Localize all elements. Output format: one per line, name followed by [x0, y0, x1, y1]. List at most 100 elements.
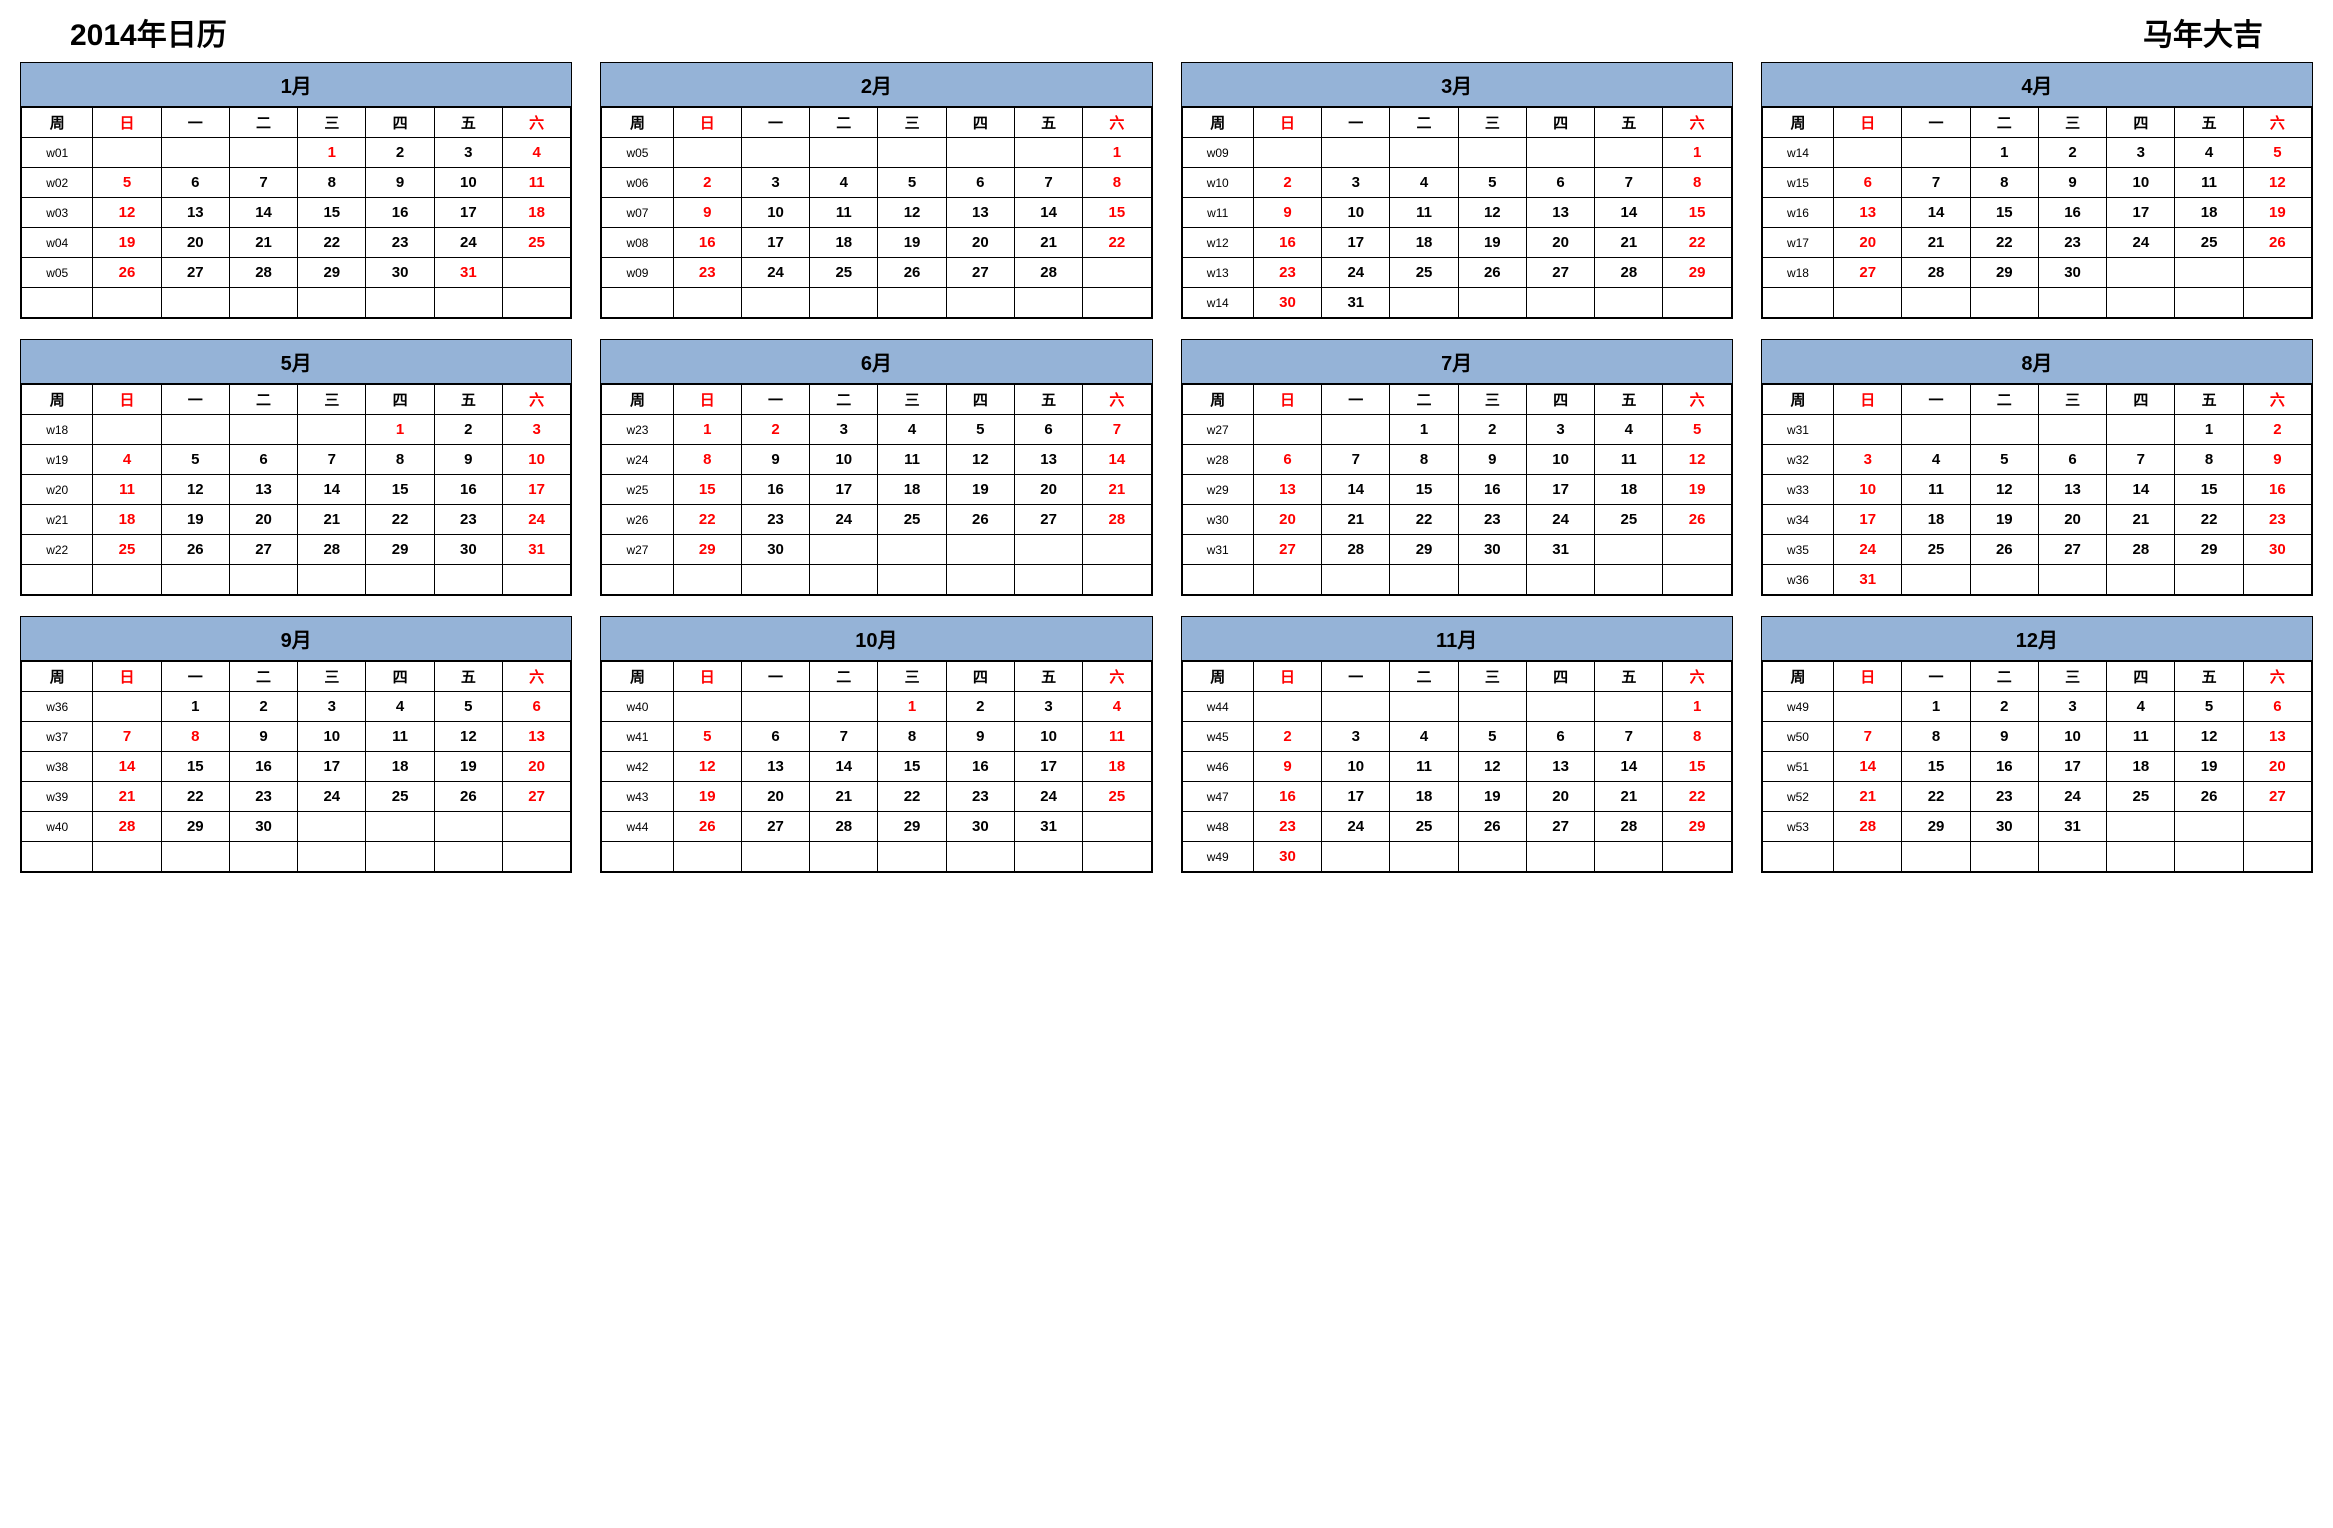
day-cell — [2243, 288, 2311, 318]
weekday-header: 四 — [2107, 108, 2175, 138]
day-cell — [810, 288, 878, 318]
day-cell — [1834, 692, 1902, 722]
day-cell: 28 — [1902, 258, 1970, 288]
day-cell: 22 — [1902, 782, 1970, 812]
day-cell — [2107, 565, 2175, 595]
week-number: w34 — [1762, 505, 1833, 535]
day-cell — [1663, 535, 1731, 565]
day-cell: 5 — [2243, 138, 2311, 168]
weekday-header: 四 — [366, 662, 434, 692]
day-cell: 9 — [1458, 445, 1526, 475]
day-cell: 12 — [1970, 475, 2038, 505]
day-cell: 19 — [1458, 228, 1526, 258]
day-cell — [1595, 138, 1663, 168]
day-cell: 6 — [1834, 168, 1902, 198]
day-cell: 7 — [1595, 168, 1663, 198]
day-cell — [298, 288, 366, 318]
week-number: w17 — [1762, 228, 1833, 258]
day-cell: 23 — [1458, 505, 1526, 535]
day-cell: 3 — [1526, 415, 1594, 445]
week-number: w14 — [1182, 288, 1253, 318]
day-cell: 1 — [1083, 138, 1151, 168]
weekday-header: 周 — [1182, 385, 1253, 415]
day-cell: 27 — [1014, 505, 1082, 535]
month-block: 9月周日一二三四五六w36123456w3778910111213w381415… — [20, 616, 572, 873]
weekday-header: 周 — [1182, 662, 1253, 692]
day-cell: 29 — [673, 535, 741, 565]
day-cell: 25 — [366, 782, 434, 812]
day-cell — [946, 565, 1014, 595]
day-cell: 3 — [2038, 692, 2106, 722]
day-cell: 2 — [1458, 415, 1526, 445]
day-cell — [1902, 138, 1970, 168]
day-cell: 30 — [1970, 812, 2038, 842]
day-cell — [93, 138, 161, 168]
day-cell: 13 — [1526, 198, 1594, 228]
day-cell: 13 — [229, 475, 297, 505]
weekday-header: 四 — [946, 662, 1014, 692]
week-number: w25 — [602, 475, 673, 505]
day-cell — [1253, 692, 1321, 722]
day-cell — [1083, 535, 1151, 565]
day-cell — [810, 565, 878, 595]
day-cell: 3 — [434, 138, 502, 168]
day-cell — [673, 138, 741, 168]
day-cell: 11 — [878, 445, 946, 475]
day-cell: 30 — [741, 535, 809, 565]
day-cell: 5 — [1458, 722, 1526, 752]
day-cell: 31 — [434, 258, 502, 288]
day-cell: 29 — [366, 535, 434, 565]
day-cell: 8 — [298, 168, 366, 198]
page-header: 2014年日历 马年大吉 — [10, 10, 2323, 62]
day-cell — [741, 692, 809, 722]
day-cell — [2175, 258, 2243, 288]
day-cell: 2 — [673, 168, 741, 198]
day-cell: 29 — [1970, 258, 2038, 288]
weekday-header: 一 — [741, 108, 809, 138]
weekday-header: 二 — [1970, 108, 2038, 138]
day-cell: 31 — [1014, 812, 1082, 842]
day-cell: 23 — [229, 782, 297, 812]
weekday-header: 六 — [502, 662, 570, 692]
day-cell: 15 — [1970, 198, 2038, 228]
day-cell: 28 — [93, 812, 161, 842]
day-cell: 5 — [1458, 168, 1526, 198]
weekday-header: 三 — [1458, 385, 1526, 415]
day-cell: 26 — [2243, 228, 2311, 258]
day-cell: 6 — [946, 168, 1014, 198]
day-cell: 15 — [366, 475, 434, 505]
weekday-header: 一 — [161, 108, 229, 138]
weekday-header: 六 — [502, 385, 570, 415]
day-cell — [1526, 842, 1594, 872]
weekday-header: 五 — [434, 385, 502, 415]
day-cell: 27 — [229, 535, 297, 565]
day-cell: 13 — [946, 198, 1014, 228]
day-cell — [741, 842, 809, 872]
day-cell: 1 — [298, 138, 366, 168]
day-cell: 19 — [2243, 198, 2311, 228]
day-cell: 1 — [1663, 692, 1731, 722]
day-cell — [1083, 812, 1151, 842]
weekday-header: 周 — [1762, 385, 1833, 415]
weekday-header: 一 — [1322, 385, 1390, 415]
day-cell: 4 — [93, 445, 161, 475]
day-cell: 7 — [229, 168, 297, 198]
day-cell: 22 — [2175, 505, 2243, 535]
day-cell: 30 — [229, 812, 297, 842]
day-cell: 24 — [2107, 228, 2175, 258]
weekday-header: 五 — [2175, 662, 2243, 692]
day-cell: 21 — [298, 505, 366, 535]
day-cell — [93, 565, 161, 595]
day-cell — [741, 565, 809, 595]
day-cell — [810, 692, 878, 722]
day-cell: 7 — [1322, 445, 1390, 475]
day-cell: 10 — [2107, 168, 2175, 198]
day-cell: 2 — [946, 692, 1014, 722]
day-cell: 10 — [1526, 445, 1594, 475]
day-cell — [2038, 288, 2106, 318]
day-cell: 19 — [434, 752, 502, 782]
week-number: w43 — [602, 782, 673, 812]
month-table: 周日一二三四五六w441w452345678w469101112131415w4… — [1182, 661, 1732, 872]
day-cell: 20 — [161, 228, 229, 258]
day-cell: 26 — [878, 258, 946, 288]
